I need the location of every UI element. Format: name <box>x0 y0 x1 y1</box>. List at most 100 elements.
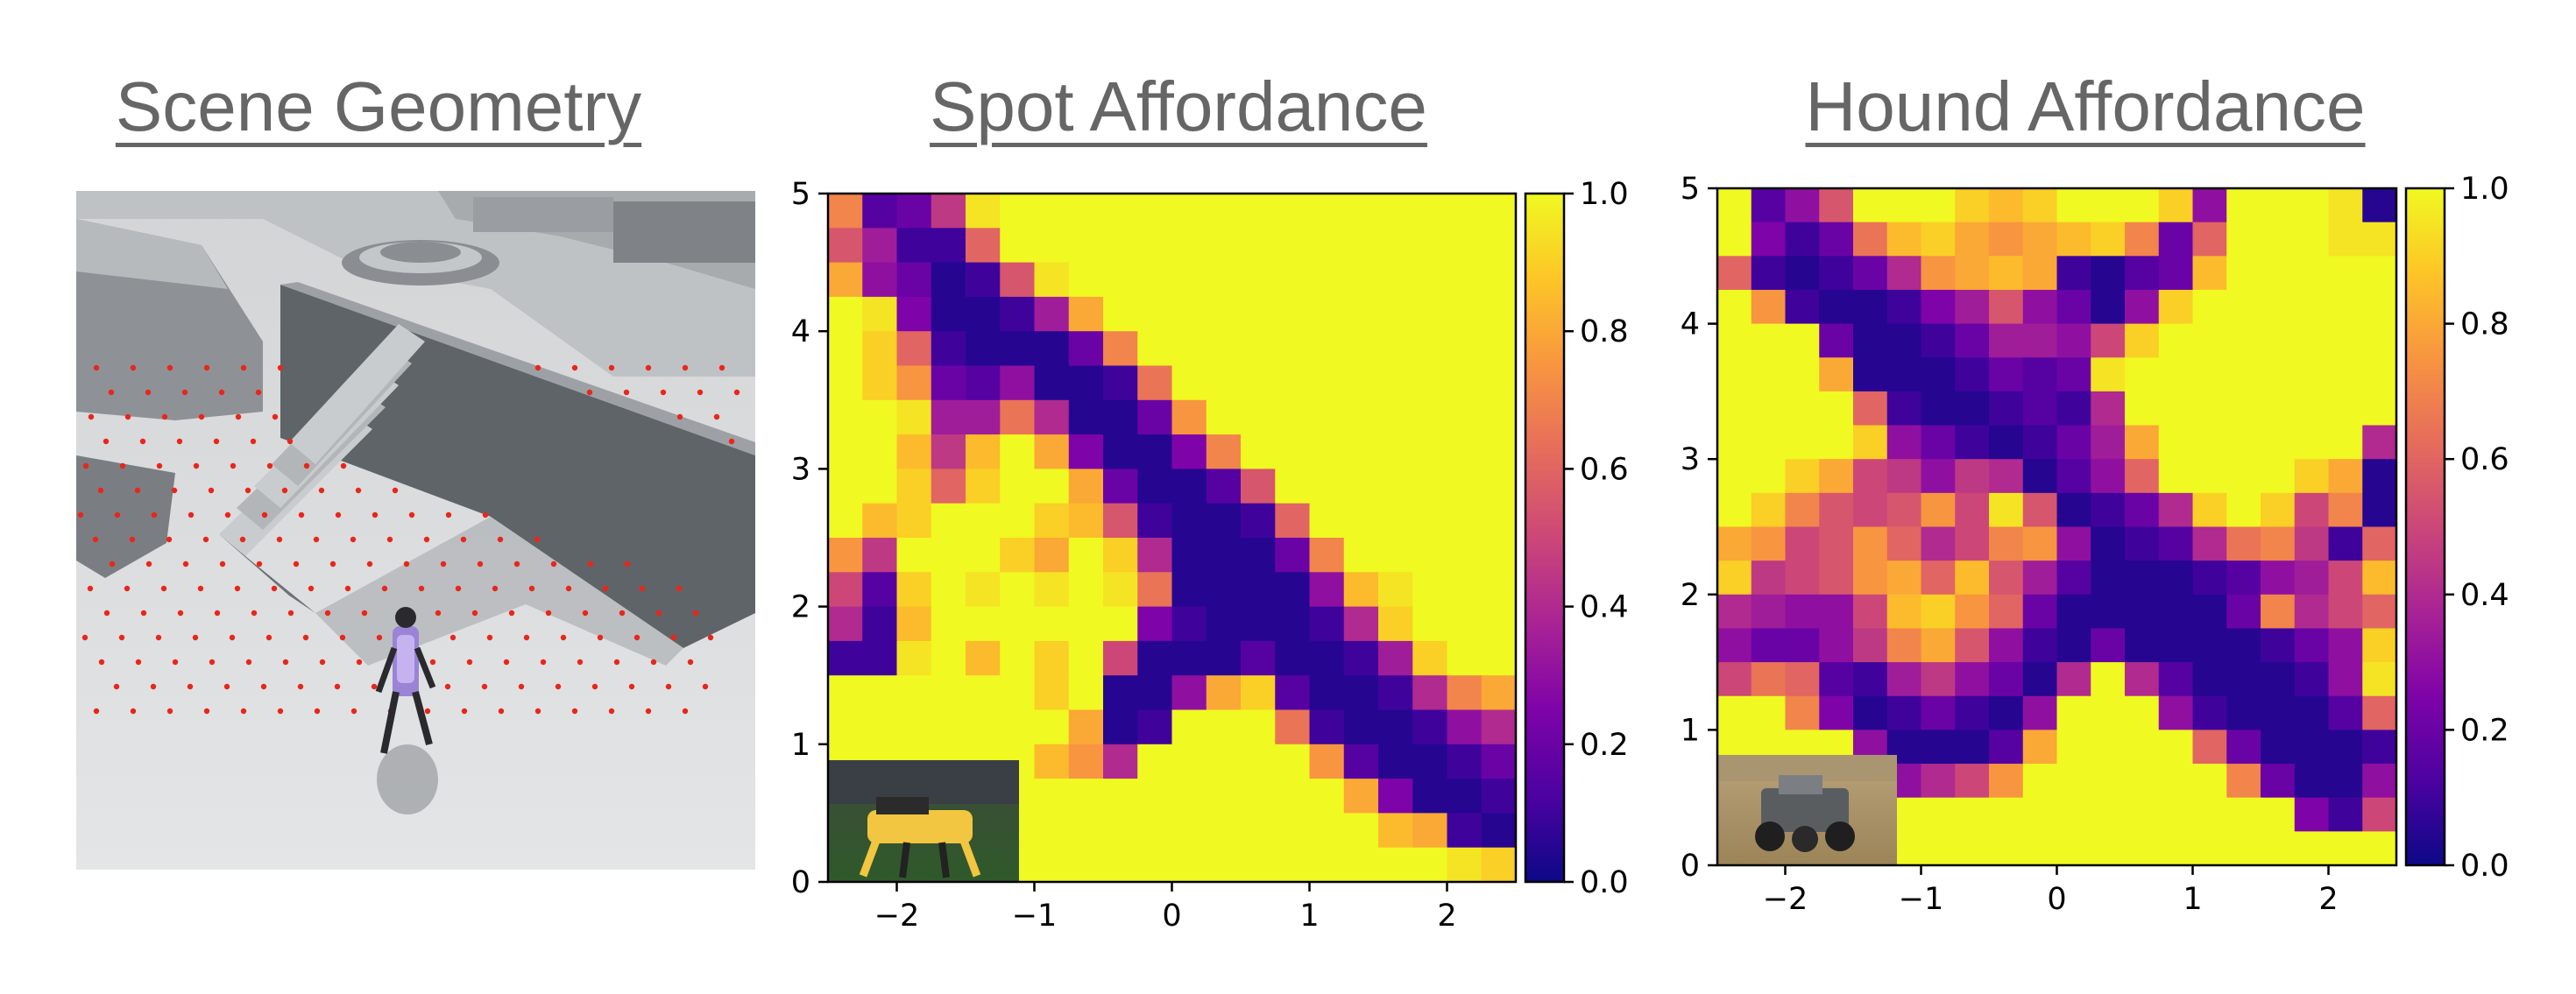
sample-point <box>440 560 447 567</box>
hound-heatmap-cell <box>1886 323 1922 358</box>
sample-point <box>134 487 141 494</box>
spot-heatmap-cell <box>1000 606 1036 642</box>
spot-heatmap-cell <box>1034 709 1070 745</box>
hound-heatmap-cell <box>2362 831 2397 866</box>
hound-heatmap-cell <box>2226 831 2261 866</box>
spot-heatmap-cell <box>1378 399 1413 435</box>
spot-heatmap-cell <box>1034 503 1070 539</box>
stairs <box>219 324 425 613</box>
hound-heatmap-cell <box>1921 797 1956 832</box>
sample-point <box>77 511 84 518</box>
spot-heatmap-cell <box>1068 538 1104 573</box>
hound-heatmap-cell <box>1717 526 1752 561</box>
spot-heatmap-cell <box>966 469 1001 504</box>
hound-heatmap-cell <box>1853 289 1888 325</box>
spot-heatmap-cell <box>966 434 1001 469</box>
spot-heatmap-cell <box>1137 469 1173 504</box>
spot-ytick-label: 5 <box>791 177 810 212</box>
hound-heatmap-cell <box>2158 560 2194 596</box>
sample-point <box>481 683 488 690</box>
sample-point <box>550 560 557 567</box>
spot-heatmap-cell <box>1137 434 1173 469</box>
spot-heatmap-cell <box>1481 331 1517 367</box>
hound-heatmap-cell <box>1989 256 2024 291</box>
spot-heatmap-cell <box>1103 606 1138 642</box>
spot-heatmap-cell <box>1068 296 1104 332</box>
spot-heatmap-cell <box>1343 779 1379 814</box>
scene-geometry-title: Scene Geometry <box>115 67 642 145</box>
spot-heatmap-cell <box>1412 262 1448 298</box>
sample-point <box>151 511 158 518</box>
spot-heatmap-cell <box>828 469 863 504</box>
sample-point <box>534 536 541 543</box>
hound-heatmap-cell <box>2261 222 2296 257</box>
spot-heatmap-cell <box>1481 228 1517 264</box>
sample-point <box>608 364 615 371</box>
spot-heatmap-cell <box>931 675 966 711</box>
spot-heatmap-cell <box>1068 847 1104 883</box>
spot-heatmap-cell <box>1206 331 1242 367</box>
spot-heatmap-cell <box>1275 194 1311 229</box>
spot-heatmap-cell <box>1034 813 1070 849</box>
sample-point <box>109 560 116 567</box>
sample-point <box>176 438 183 445</box>
sample-point <box>192 634 199 641</box>
hound-heatmap-cell <box>2158 594 2194 630</box>
sample-point <box>114 511 121 518</box>
spot-heatmap-cell <box>1206 365 1242 401</box>
spot-heatmap-cell <box>1412 709 1448 745</box>
hound-heatmap-cell <box>1785 391 1820 427</box>
spot-heatmap-cell <box>1378 538 1413 573</box>
hound-heatmap-cell <box>2328 391 2363 427</box>
spot-heatmap-cell <box>1068 675 1104 711</box>
sample-point <box>418 585 425 592</box>
spot-heatmap-cell <box>1068 331 1104 367</box>
spot-heatmap-cell <box>1481 469 1517 504</box>
spot-heatmap-cell <box>862 709 898 745</box>
spot-heatmap-cell <box>1275 434 1311 469</box>
spot-heatmap-cell <box>828 538 863 573</box>
spot-heatmap-cell <box>1309 194 1345 229</box>
spot-heatmap-cell <box>828 228 863 264</box>
sample-point <box>140 610 147 617</box>
hound-inset-photo <box>1717 755 1897 865</box>
hound-heatmap-cell <box>1886 188 1922 223</box>
hound-heatmap-cell <box>2362 662 2397 697</box>
hound-heatmap-cell <box>1989 425 2024 460</box>
spot-heatmap-cell <box>1412 675 1448 711</box>
sample-point <box>660 389 667 396</box>
hound-heatmap-cell <box>2226 391 2261 427</box>
sample-point <box>733 389 740 396</box>
spot-heatmap-cell <box>896 228 932 264</box>
hound-heatmap-cell <box>2294 492 2330 528</box>
sample-point <box>455 585 462 592</box>
hound-heatmap-cell <box>2022 730 2058 765</box>
hound-heatmap-cell <box>1751 391 1787 427</box>
sample-point <box>371 683 378 690</box>
spot-heatmap-cell <box>1412 399 1448 435</box>
hound-heatmap-cell <box>1785 222 1820 257</box>
sample-points <box>77 364 740 715</box>
sample-point <box>650 659 657 666</box>
spot-heatmap-cell <box>1171 744 1207 779</box>
sample-point <box>139 438 146 445</box>
spot-heatmap-cell <box>1137 640 1173 676</box>
spot-heatmap-cell <box>1206 194 1242 229</box>
spot-heatmap-cell <box>862 399 898 435</box>
spot-heatmap-cell <box>966 538 1001 573</box>
sample-point <box>171 487 178 494</box>
hound-heatmap-cell <box>2226 357 2261 392</box>
spot-heatmap-cell <box>1378 296 1413 332</box>
spot-heatmap-cell <box>1171 399 1207 435</box>
spot-heatmap-cell <box>1447 779 1483 814</box>
sample-point <box>445 511 452 518</box>
hound-heatmap-cell <box>1989 662 2024 697</box>
spot-heatmap-cell <box>1171 813 1207 849</box>
spot-heatmap-cell <box>1000 469 1036 504</box>
hound-heatmap-cell <box>2125 357 2160 392</box>
spot-heatmap-cell <box>1000 365 1036 401</box>
sample-point <box>523 634 530 641</box>
spot-heatmap-cell <box>1241 572 1276 608</box>
hound-heatmap-cell <box>1819 459 1854 494</box>
spot-heatmap-cell <box>1000 538 1036 573</box>
